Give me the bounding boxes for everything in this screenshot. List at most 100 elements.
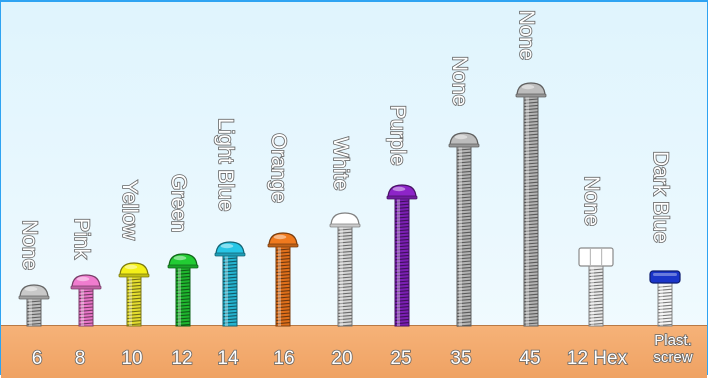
thread-line [275, 264, 291, 267]
thread-line [456, 215, 472, 218]
thread-line [175, 320, 191, 323]
thread-line [275, 270, 291, 274]
screw-color-label: Purple [386, 105, 409, 166]
thread-line [456, 311, 472, 314]
thread-line [222, 308, 238, 311]
thread-line [456, 266, 472, 270]
thread-line [456, 206, 472, 209]
thread-line [275, 254, 291, 258]
thread-line [456, 234, 472, 238]
button-head [387, 184, 417, 199]
thread-line [523, 300, 539, 303]
thread-line [523, 178, 539, 181]
thread-line [337, 263, 353, 266]
thread-line [126, 320, 142, 323]
thread-line [523, 216, 539, 220]
thread-line [456, 167, 472, 170]
thread-line [275, 286, 291, 290]
thread-line [523, 184, 539, 188]
thread-line [456, 279, 472, 282]
thread-line [588, 281, 604, 284]
thread-line [222, 295, 238, 299]
screw-length-label: 14 [217, 348, 239, 369]
thread-line [222, 260, 238, 263]
thread-line [78, 306, 94, 309]
thread-line [523, 229, 539, 232]
thread-line [337, 298, 353, 302]
button-head [215, 241, 245, 256]
head-rim [70, 285, 102, 290]
screw-color-label: Light Blue [214, 118, 237, 211]
thread-line [337, 279, 353, 282]
screw-length-label: 20 [331, 348, 352, 369]
thread-line [126, 304, 142, 307]
thread-line [456, 257, 472, 260]
thread-line [78, 309, 94, 312]
thread-line [456, 276, 472, 279]
thread-line [337, 276, 353, 279]
thread-line [588, 303, 604, 306]
screw-5: Light Blue 14 [213, 117, 246, 370]
thread-line [456, 289, 472, 292]
thread-line [222, 257, 238, 260]
thread-line [337, 254, 353, 257]
thread-line [78, 303, 94, 306]
shaft-highlight [526, 96, 529, 326]
thread-line [456, 170, 472, 174]
thread-line [456, 174, 472, 177]
thread-line [275, 277, 291, 280]
thread-line [588, 300, 604, 303]
thread-line [222, 286, 238, 289]
thread-line [275, 283, 291, 286]
thread-line [222, 270, 238, 273]
screw-2: Pink 8 [69, 217, 102, 370]
screw-length-label: 45 [519, 348, 540, 369]
thread-line [394, 203, 410, 206]
thread-line [523, 101, 539, 104]
thread-line [456, 241, 472, 244]
thread-line [222, 276, 238, 279]
thread-line [456, 158, 472, 161]
thread-line [175, 314, 191, 317]
thread-line [456, 321, 472, 324]
thread-line [523, 207, 539, 210]
thread-line [523, 296, 539, 300]
thread-line [275, 280, 291, 283]
thread-line [26, 310, 42, 313]
thread-line [175, 285, 191, 288]
thread-line [337, 234, 353, 238]
head-highlight [521, 84, 535, 90]
screw-color-label: None [18, 220, 41, 270]
thread-line [456, 222, 472, 225]
screw-3: Yellow 10 [117, 179, 150, 370]
thread-line [175, 282, 191, 285]
thread-line [456, 305, 472, 308]
thread-line [126, 316, 142, 320]
thread-line [657, 291, 673, 295]
thread-line [523, 303, 539, 306]
screw-color-label: Yellow [118, 180, 141, 241]
thread-line [275, 261, 291, 264]
thread-line [394, 248, 410, 251]
thread-line [126, 294, 142, 297]
thread-line [523, 258, 539, 261]
thread-line [222, 321, 238, 324]
thread-line [26, 303, 42, 306]
thread-line [456, 151, 472, 154]
screw-length-label: 16 [273, 348, 294, 369]
thread-line [394, 226, 410, 229]
thread-line [175, 323, 191, 327]
thread-line [26, 316, 42, 319]
thread-line [588, 278, 604, 281]
thread-line [523, 236, 539, 239]
thread-line [588, 284, 604, 287]
thread-line [337, 282, 353, 286]
thread-line [337, 324, 353, 327]
thread-line [523, 277, 539, 280]
button-head [19, 284, 49, 299]
thread-line [394, 210, 410, 213]
thread-line [523, 255, 539, 258]
thread-line [337, 260, 353, 263]
thread-line [523, 293, 539, 296]
thread-line [394, 280, 410, 283]
